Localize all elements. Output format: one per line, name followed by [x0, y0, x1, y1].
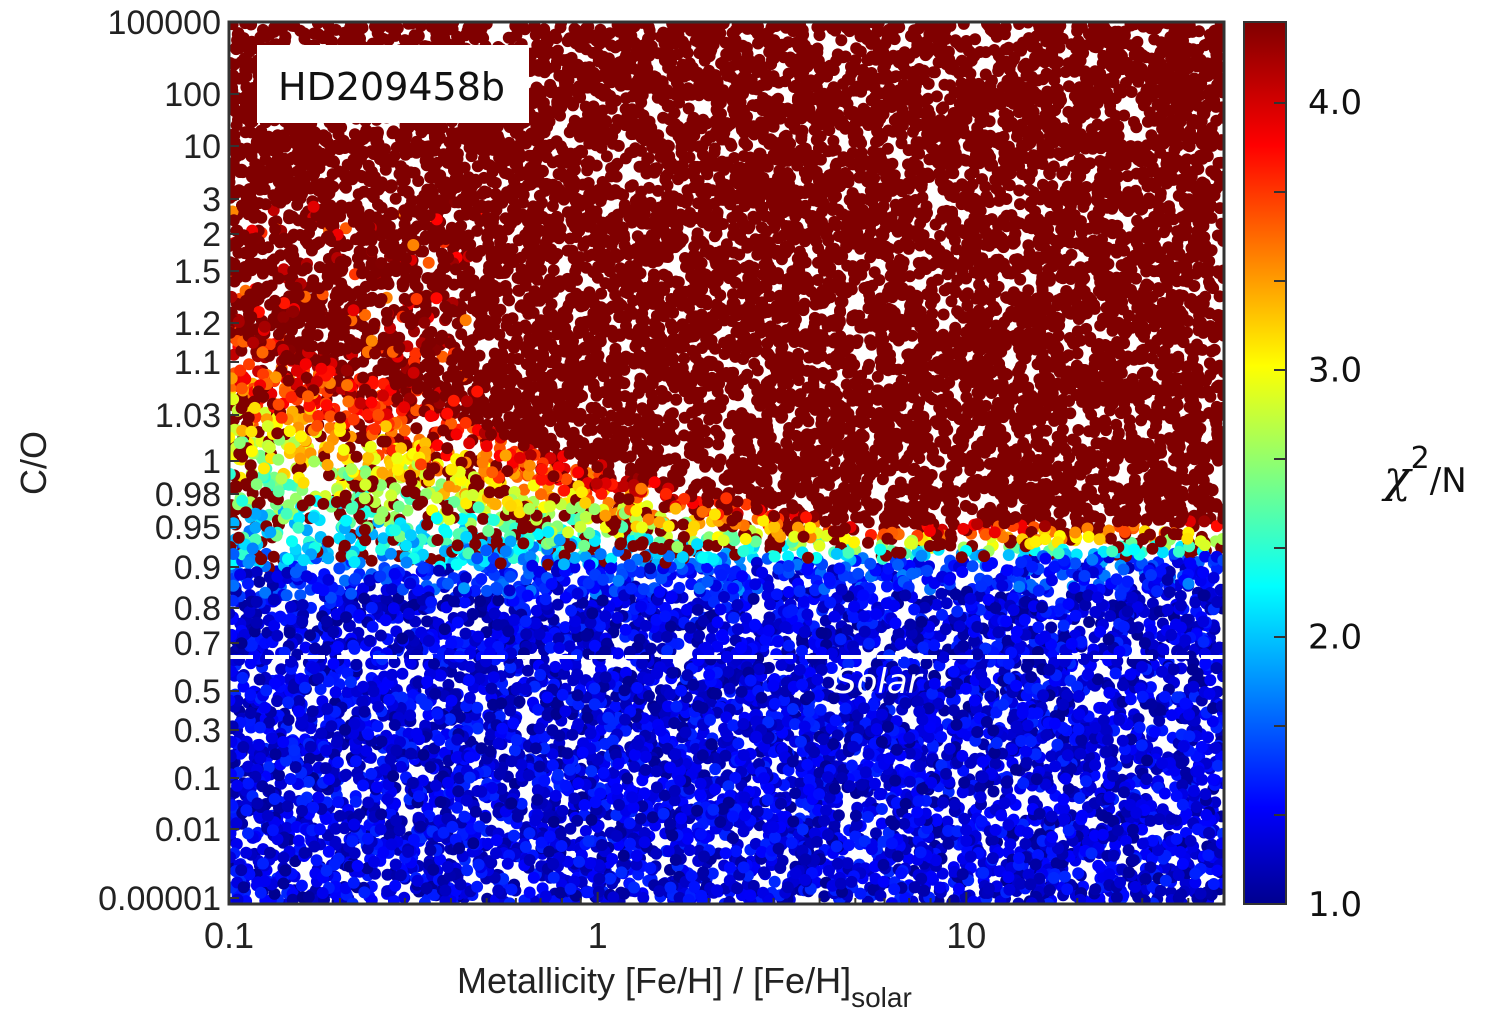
scatter-point — [458, 596, 471, 609]
scatter-point — [822, 676, 835, 689]
scatter-point — [945, 295, 958, 308]
scatter-point — [1056, 568, 1069, 581]
scatter-point — [1064, 407, 1077, 420]
scatter-point — [782, 586, 795, 598]
scatter-point — [1075, 309, 1088, 322]
scatter-point — [1012, 897, 1025, 904]
scatter-point — [513, 284, 526, 297]
scatter-point — [677, 518, 690, 531]
scatter-points-layer — [229, 22, 1224, 904]
scatter-point — [389, 192, 402, 205]
scatter-point — [333, 562, 346, 575]
scatter-point — [1204, 674, 1217, 687]
